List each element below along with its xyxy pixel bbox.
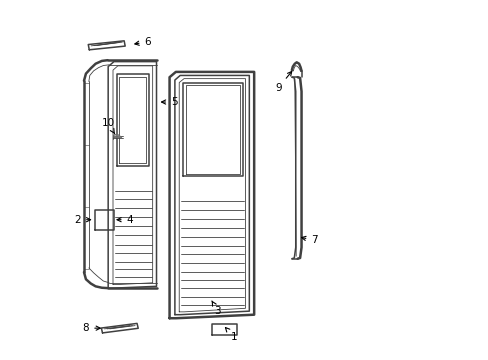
Text: 6: 6 — [135, 37, 151, 47]
Text: 5: 5 — [161, 97, 177, 107]
Text: 9: 9 — [274, 72, 291, 93]
Text: 10: 10 — [102, 118, 115, 134]
Text: 7: 7 — [301, 235, 317, 245]
Text: 4: 4 — [117, 215, 133, 225]
Polygon shape — [114, 135, 122, 138]
Text: 2: 2 — [74, 215, 90, 225]
Text: 3: 3 — [211, 301, 221, 316]
Text: 1: 1 — [225, 328, 237, 342]
Text: 8: 8 — [82, 323, 100, 333]
